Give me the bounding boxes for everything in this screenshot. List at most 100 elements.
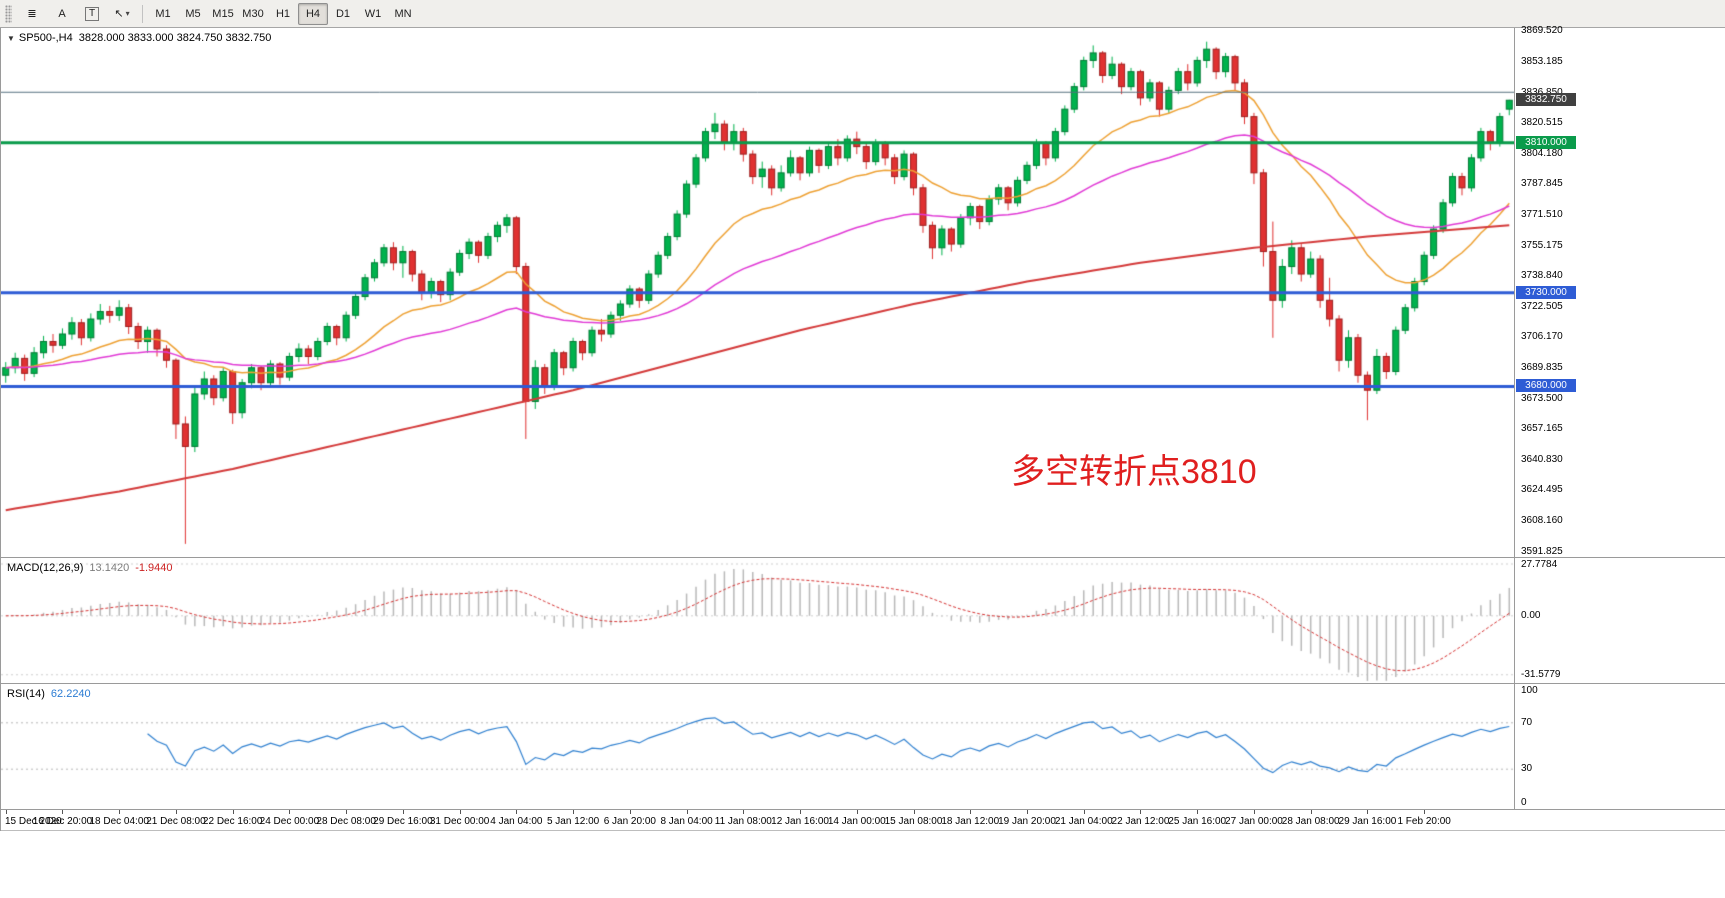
price-tick-label: 3673.500	[1521, 392, 1563, 404]
time-axis-label: 22 Dec 16:00	[202, 816, 263, 827]
time-axis-tick	[743, 810, 745, 814]
toolbar-grip[interactable]	[5, 4, 12, 23]
time-axis[interactable]: 15 Dec 2020 16 Dec 20:00 18 Dec 04:00 21 De…	[1, 809, 1725, 831]
price-tick-label: 3608.160	[1521, 515, 1563, 527]
price-line-label: 3680.000	[1516, 379, 1576, 393]
macd-panel: MACD(12,26,9) 13.1420 -1.9440 27.7784 0.00 -…	[1, 557, 1725, 683]
time-axis-label: 21 Dec 08:00	[146, 816, 206, 827]
time-axis-tick	[629, 810, 631, 814]
chart-window: ▼ SP500-,H4 3828.000 3833.000 3824.750 383…	[0, 25, 1725, 831]
price-tick-label: 3820.515	[1521, 117, 1563, 129]
toolbar: ≣ A T ↖ ▾ M1 M5 M15 M30 H1 H4 D1 W1 MN	[0, 0, 1725, 28]
rsi-axis-label: 30	[1521, 763, 1533, 775]
text-box-icon[interactable]: T	[77, 3, 107, 25]
ohlc-values: 3828.000 3833.000 3824.750 3832.750	[78, 32, 272, 44]
time-axis-label: 18 Jan 12:00	[941, 816, 1000, 827]
price-tick-label: 3591.825	[1521, 545, 1563, 557]
price-tick-label: 3624.495	[1521, 484, 1563, 496]
time-axis-label: 27 Jan 00:00	[1225, 816, 1283, 827]
time-axis-label: 25 Jan 16:00	[1168, 816, 1227, 827]
time-axis-label: 29 Jan 16:00	[1338, 816, 1397, 827]
time-axis-label: 15 Dec 2020	[5, 816, 62, 827]
time-axis-tick	[1083, 810, 1085, 814]
time-axis-label: 21 Jan 04:00	[1054, 816, 1113, 827]
rsi-panel: RSI(14) 62.2240 100 70 30 0	[1, 683, 1725, 809]
time-axis-tick	[289, 810, 291, 814]
price-tick-label: 3640.830	[1521, 453, 1563, 465]
chart-title: ▼ SP500-,H4 3828.000 3833.000 3824.750 383…	[7, 32, 271, 44]
time-axis-label: 18 Dec 04:00	[89, 816, 149, 827]
macd-signal-value: -1.9440	[135, 562, 173, 574]
time-axis-tick	[686, 810, 688, 814]
time-axis-tick	[1253, 810, 1255, 814]
timeframe-button-w1[interactable]: W1	[364, 7, 382, 20]
rsi-value: 62.2240	[50, 688, 91, 700]
time-axis-tick	[970, 810, 972, 814]
time-axis-tick	[1424, 810, 1426, 814]
time-axis-label: 16 Dec 20:00	[32, 816, 93, 827]
price-tick-label: 3657.165	[1521, 423, 1563, 435]
time-axis-label: 12 Jan 16:00	[771, 816, 829, 827]
time-axis-tick	[800, 810, 802, 814]
price-line-label: 3730.000	[1516, 285, 1576, 299]
time-axis-tick	[516, 810, 518, 814]
macd-scale[interactable]: 27.7784 0.00 -31.5779	[1514, 558, 1725, 683]
price-tick-label: 3869.520	[1521, 25, 1563, 37]
time-axis-label: 14 Jan 00:00	[827, 816, 886, 827]
rsi-indicator-label: RSI(14)	[7, 688, 45, 700]
rsi-axis-label: 0	[1521, 797, 1527, 808]
chart-annotation-text[interactable]: 多空转折点3810	[1011, 453, 1257, 491]
chevron-down-icon: ▾	[125, 9, 130, 18]
time-axis-label: 24 Dec 00:00	[259, 816, 320, 827]
time-axis-tick	[175, 810, 177, 814]
rsi-axis-label: 70	[1521, 716, 1533, 728]
time-axis-tick	[459, 810, 461, 814]
time-axis-tick	[346, 810, 348, 814]
rsi-scale[interactable]: 100 70 30 0	[1514, 684, 1725, 809]
macd-title: MACD(12,26,9) 13.1420 -1.9440	[7, 562, 173, 574]
main-chart-canvas[interactable]	[1, 28, 1514, 557]
time-axis-tick	[856, 810, 858, 814]
price-tick-label: 3853.185	[1521, 55, 1563, 67]
timeframe-button-m1[interactable]: M1	[155, 7, 171, 20]
rsi-canvas[interactable]	[1, 684, 1514, 809]
arrow-tool-icon[interactable]: ↖ ▾	[114, 8, 130, 20]
timeframe-button-h4[interactable]: H4	[298, 2, 328, 25]
price-tick-label: 3804.180	[1521, 147, 1563, 159]
time-axis-label: 29 Dec 16:00	[373, 816, 433, 827]
time-axis-label: 31 Dec 00:00	[429, 816, 490, 827]
time-axis-tick	[1197, 810, 1199, 814]
cursor-a-icon[interactable]: A	[58, 7, 66, 20]
timeframe-button-m15[interactable]: M15	[212, 7, 234, 20]
list-icon[interactable]: ≣	[27, 8, 37, 20]
macd-axis-label: 0.00	[1521, 609, 1541, 621]
price-tick-label: 3738.840	[1521, 270, 1563, 282]
timeframe-button-mn[interactable]: MN	[394, 7, 412, 20]
macd-indicator-label: MACD(12,26,9)	[7, 562, 84, 574]
current-price-label: 3832.750	[1516, 93, 1576, 107]
macd-canvas[interactable]	[1, 558, 1514, 683]
rsi-title: RSI(14) 62.2240	[7, 688, 91, 700]
time-axis-label: 6 Jan 20:00	[603, 816, 656, 827]
main-price-panel: ▼ SP500-,H4 3828.000 3833.000 3824.750 383…	[1, 25, 1725, 557]
time-axis-label: 15 Jan 08:00	[884, 816, 943, 827]
collapse-triangle-icon[interactable]: ▼	[7, 34, 15, 43]
time-axis-tick	[232, 810, 234, 814]
timeframe-button-m30[interactable]: M30	[242, 7, 264, 20]
time-axis-label: 28 Dec 08:00	[316, 816, 376, 827]
time-axis-tick	[119, 810, 121, 814]
price-tick-label: 3836.850	[1521, 86, 1563, 98]
timeframe-button-h1[interactable]: H1	[275, 7, 291, 20]
rsi-axis-label: 100	[1521, 685, 1538, 696]
time-axis-tick	[62, 810, 64, 814]
timeframe-buttons: M1 M5 M15 M30 H1 H4 D1 W1 MN	[148, 2, 418, 25]
time-axis-tick	[1310, 810, 1312, 814]
timeframe-button-d1[interactable]: D1	[335, 7, 351, 20]
timeframe-button-m5[interactable]: M5	[185, 7, 201, 20]
price-tick-label: 3787.845	[1521, 178, 1563, 190]
time-axis-tick	[1140, 810, 1142, 814]
time-axis-label: 28 Jan 08:00	[1281, 816, 1340, 827]
price-tick-label: 3722.505	[1521, 300, 1563, 312]
price-scale[interactable]: 3869.520 3853.185 3836.850 3820.515 3804.180…	[1514, 25, 1725, 557]
time-axis-label: 11 Jan 08:00	[714, 816, 772, 827]
